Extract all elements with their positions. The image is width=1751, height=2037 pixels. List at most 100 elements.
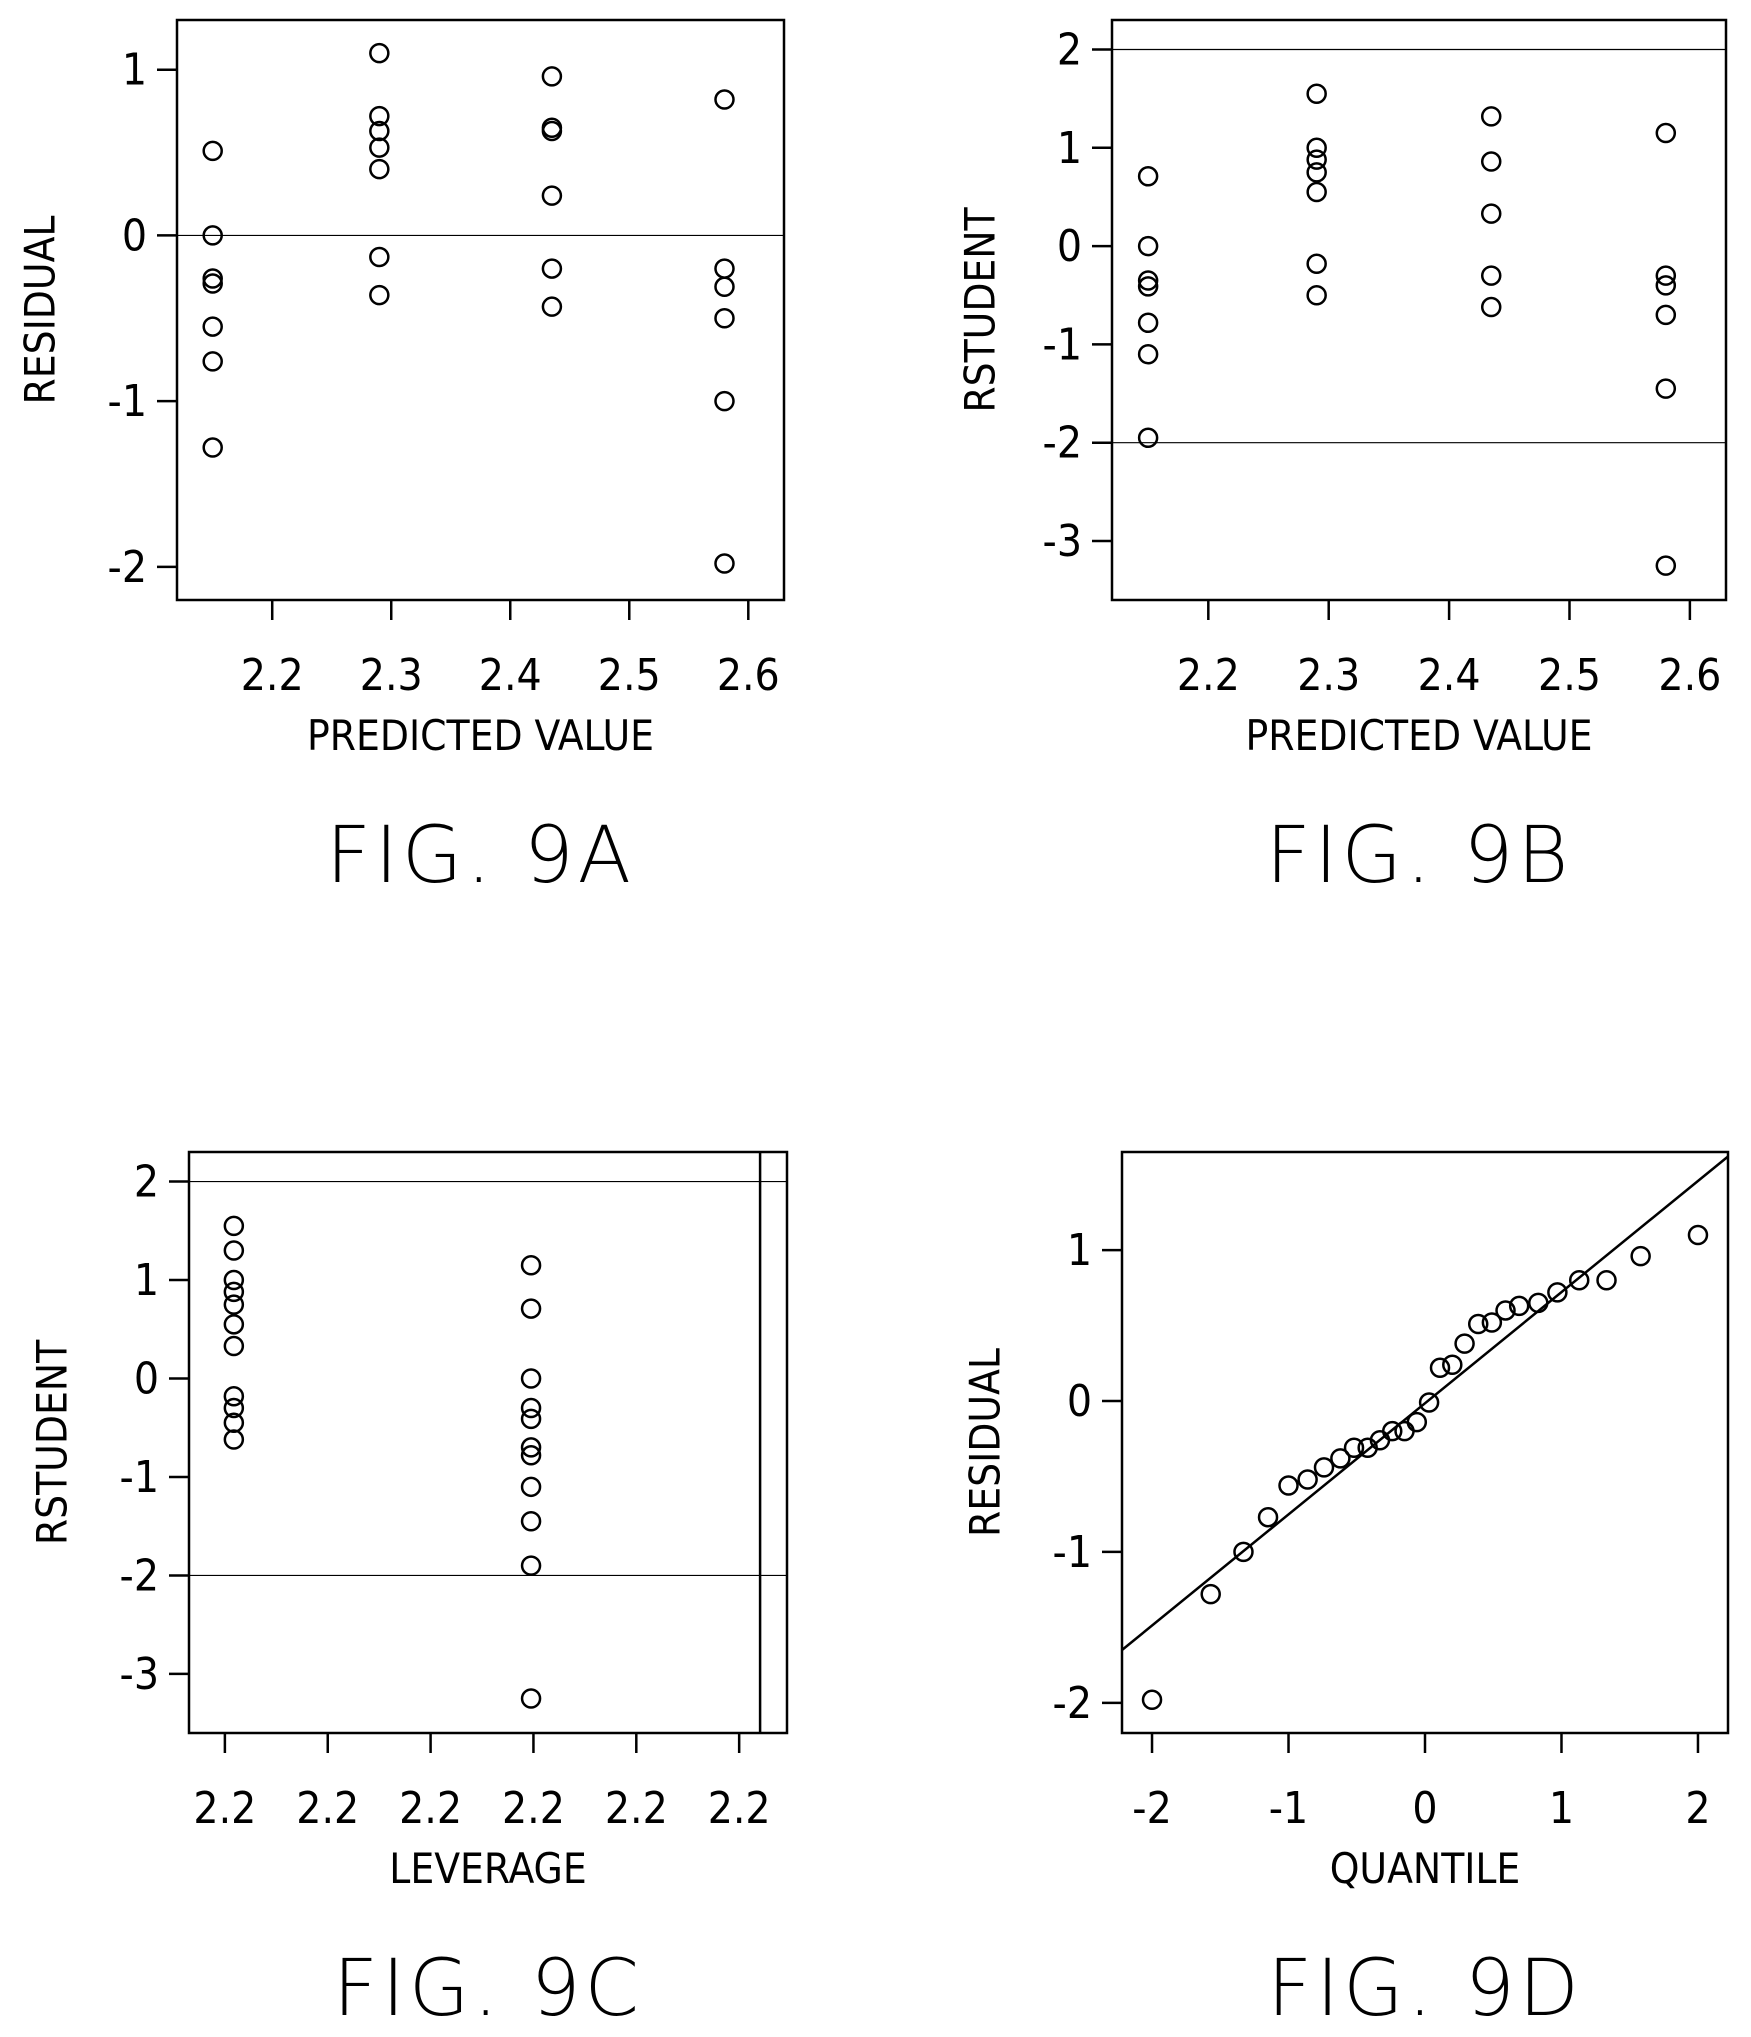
data-point (1528, 1292, 1549, 1314)
data-point (1480, 151, 1502, 172)
data-point (1306, 285, 1327, 306)
x-tick-label: 2.2 (1177, 650, 1240, 701)
data-point (541, 120, 563, 142)
data-point (714, 308, 735, 329)
y-tick-label: -2 (1043, 418, 1082, 469)
x-tick-label: 2.4 (1418, 650, 1481, 701)
y-tick-label: 0 (1067, 1376, 1092, 1427)
data-point (369, 158, 390, 180)
y-tick-label: 2 (1057, 24, 1082, 75)
figure-label: FIG. 9A (326, 811, 635, 901)
figure-label: FIG. 9D (1267, 1944, 1583, 2034)
data-point (1137, 166, 1159, 187)
data-point (223, 1269, 245, 1291)
data-point (520, 1298, 542, 1319)
data-point (520, 1555, 542, 1576)
data-point (223, 1385, 245, 1407)
y-tick-label: -1 (120, 1452, 159, 1503)
chart-fig9b: 2.2 2.3 2.4 2.5 2.6 2 1 0 -1 -2 -3 PREDICTED VALUE R… (956, 18, 1728, 901)
y-axis-title: RSTUDENT (956, 206, 1005, 412)
data-point (1381, 1420, 1403, 1442)
x-tick-label: 2.2 (502, 1783, 565, 1834)
data-point (1655, 122, 1677, 144)
data-point (1306, 162, 1327, 183)
data-point (520, 1476, 542, 1498)
data-point (520, 1445, 542, 1466)
x-tick-label: 2.4 (479, 650, 542, 701)
data-point (541, 258, 563, 279)
data-point (520, 1511, 542, 1532)
data-point (541, 296, 563, 317)
y-tick-label: -2 (1053, 1678, 1092, 1729)
chart-fig9d: -2 -1 0 1 2 1 0 -1 -2 QUANTILE RESIDUAL FIG. 9D (961, 1150, 1730, 2034)
x-tick-label: 2.2 (605, 1783, 668, 1834)
y-tick-label: 2 (134, 1157, 159, 1208)
data-point (1137, 276, 1159, 297)
data-point (1141, 1689, 1163, 1711)
chart-fig9c: 2.2 2.2 2.2 2.2 2.2 2.2 2 1 0 -1 -2 -3 LEVERAGE RSTUD… (28, 1150, 789, 2034)
data-point (1257, 1506, 1279, 1528)
x-axis-title: PREDICTED VALUE (307, 711, 654, 760)
data-point (223, 1240, 245, 1261)
data-point (1233, 1541, 1254, 1563)
y-tick-label: 0 (1057, 221, 1082, 272)
data-point (202, 140, 223, 162)
y-tick-label: 1 (1057, 123, 1082, 174)
data-point (223, 1281, 245, 1303)
data-point (1568, 1270, 1590, 1291)
x-tick-label: 2.5 (1538, 650, 1601, 701)
data-point (520, 1688, 542, 1709)
data-point (1137, 427, 1159, 449)
data-point (1137, 312, 1159, 334)
y-axis-title: RSTUDENT (28, 1339, 77, 1545)
data-point (202, 225, 223, 246)
x-tick-label: 2.2 (241, 650, 304, 701)
data-point (1306, 253, 1327, 275)
x-tick-label: 0 (1412, 1783, 1437, 1834)
data-point (369, 120, 390, 142)
data-point (714, 258, 735, 279)
plot-frame (1110, 18, 1728, 602)
plot-frame (175, 18, 786, 602)
data-point (1687, 1224, 1709, 1246)
data-point (520, 1437, 542, 1458)
data-point (223, 1335, 245, 1357)
data-point (1467, 1313, 1489, 1335)
data-point (520, 1254, 542, 1276)
y-tick-label: -1 (1053, 1527, 1092, 1578)
data-point (1508, 1295, 1530, 1317)
data-point (1655, 378, 1677, 399)
data-point (202, 437, 223, 458)
data-point (369, 246, 390, 268)
x-tick-label: 2 (1685, 1783, 1710, 1834)
data-point (202, 268, 223, 289)
x-tick-label: 2.2 (399, 1783, 462, 1834)
data-point (1480, 203, 1502, 224)
x-tick-label: -2 (1132, 1783, 1171, 1834)
data-point (1137, 270, 1159, 291)
data-point (369, 105, 390, 127)
data-point (714, 89, 735, 110)
x-tick-label: 1 (1549, 1783, 1574, 1834)
y-tick-label: -2 (108, 542, 147, 593)
y-tick-label: -3 (120, 1649, 159, 1700)
data-point (1596, 1270, 1617, 1291)
data-point (1313, 1457, 1335, 1478)
data-point (1394, 1420, 1415, 1442)
x-tick-label: 2.3 (1297, 650, 1360, 701)
x-axis-title: PREDICTED VALUE (1245, 711, 1592, 760)
data-point (1200, 1583, 1221, 1605)
data-point (1306, 137, 1327, 159)
data-point (1454, 1333, 1475, 1354)
x-tick-label: 2.2 (708, 1783, 771, 1834)
data-point (1297, 1469, 1318, 1490)
data-point (714, 553, 735, 574)
data-point (202, 351, 223, 372)
data-point (1480, 296, 1502, 318)
y-tick-label: 0 (134, 1353, 159, 1404)
x-tick-label: 2.2 (193, 1783, 256, 1834)
x-tick-label: 2.3 (360, 650, 423, 701)
data-point (223, 1215, 245, 1237)
data-point (541, 185, 563, 206)
